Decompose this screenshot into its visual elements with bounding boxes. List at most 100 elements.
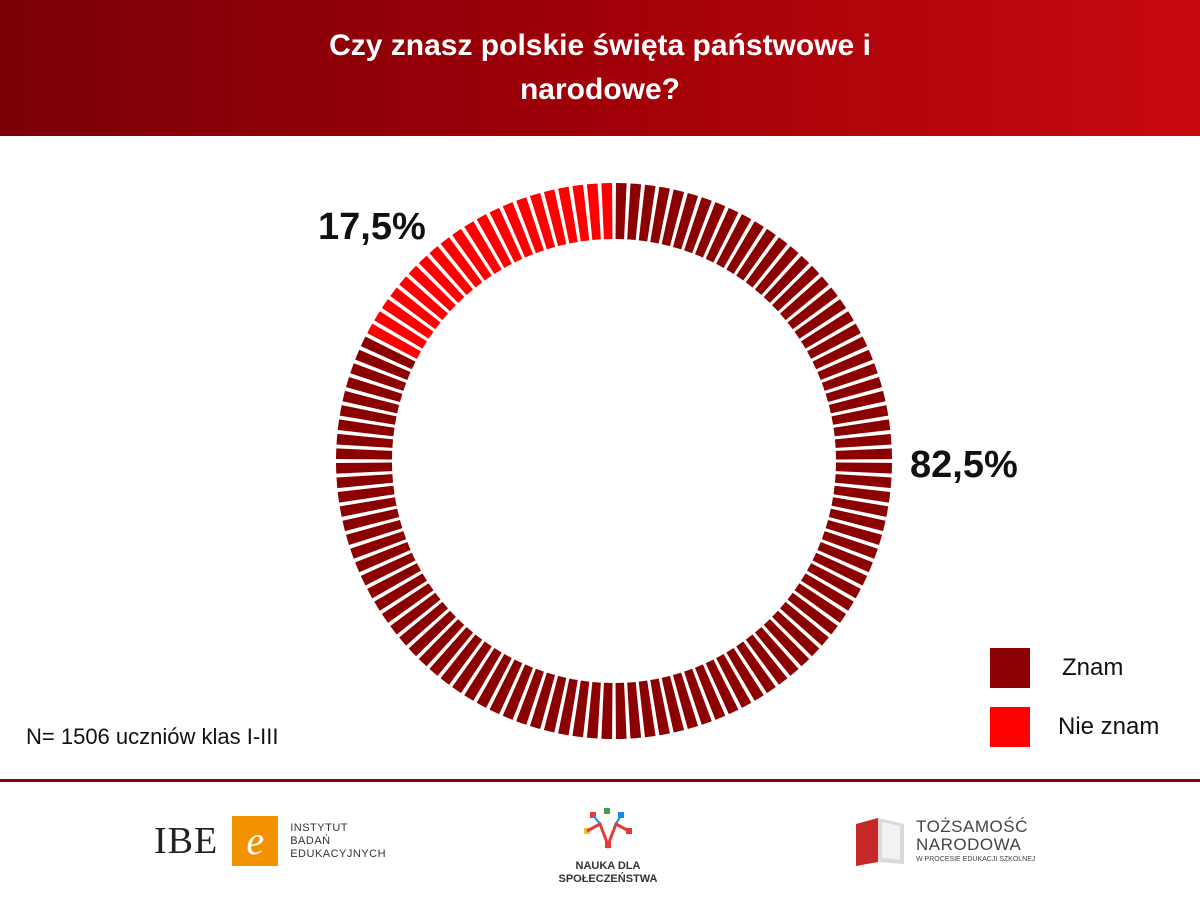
legend-item-nie-znam: Nie znam <box>990 707 1159 747</box>
donut-segment-znam <box>399 601 448 646</box>
donut-segment-znam <box>716 214 752 268</box>
donut-segment-nie-znam <box>374 311 427 349</box>
donut-segment-znam <box>543 675 567 733</box>
donut-segment-znam <box>833 419 891 437</box>
donut-segment-znam <box>464 648 502 701</box>
data-label-znam: 82,5% <box>910 444 1018 486</box>
donut-segment-znam <box>831 497 889 517</box>
donut-segment-znam <box>355 542 411 573</box>
donut-segment-znam <box>787 287 838 330</box>
tozsamosc-narodowa-logo: TOŻSAMOŚĆ NARODOWA W PROCESIE EDUKACJI S… <box>852 814 1035 866</box>
donut-segment-nie-znam <box>586 183 601 241</box>
donut-segment-nie-znam <box>418 255 465 303</box>
donut-segment-znam <box>825 376 883 403</box>
donut-segment-znam <box>489 659 523 715</box>
donut-segment-znam <box>745 237 788 288</box>
donut-segment-nie-znam <box>601 183 613 240</box>
donut-segment-znam <box>661 189 685 247</box>
legend-swatch-znam <box>990 648 1030 688</box>
donut-segment-znam <box>772 265 820 312</box>
donut-segment-znam <box>339 497 397 517</box>
donut-segment-znam <box>440 634 483 685</box>
donut-segment-znam <box>627 183 642 241</box>
tozsamosc-logo-text: TOŻSAMOŚĆ NARODOWA W PROCESIE EDUKACJI S… <box>916 816 1036 863</box>
donut-segment-znam <box>390 592 441 635</box>
donut-segment-znam <box>661 675 685 733</box>
donut-chart <box>336 183 892 739</box>
donut-segment-znam <box>780 601 829 646</box>
donut-segment-znam <box>754 627 799 676</box>
donut-segment-znam <box>834 433 892 448</box>
donut-segment-znam <box>572 680 590 738</box>
donut-segment-znam <box>825 519 883 546</box>
donut-segment-znam <box>345 519 403 546</box>
nauka-dla-spoleczenstwa-logo: NAUKA DLA SPOŁECZEŃSTWA <box>548 806 668 886</box>
header-banner: Czy znasz polskie święta państwowe i nar… <box>0 0 1200 136</box>
donut-segment-znam <box>695 202 726 258</box>
donut-segment-znam <box>754 246 799 295</box>
donut-segment-nie-znam <box>558 186 578 244</box>
donut-segment-nie-znam <box>399 276 448 321</box>
donut-segment-nie-znam <box>543 189 567 247</box>
ibe-logo-text: IBE <box>154 820 219 862</box>
data-label-nie-znam: 17,5% <box>318 206 426 248</box>
donut-segment-znam <box>367 563 421 599</box>
donut-segment-nie-znam <box>452 228 492 281</box>
donut-segment-znam <box>601 682 613 739</box>
donut-segment-znam <box>807 563 861 599</box>
book-icon <box>856 818 904 866</box>
donut-segment-nie-znam <box>390 287 441 330</box>
donut-segment-znam <box>807 323 861 359</box>
ibe-logo-mark: e <box>232 816 279 866</box>
donut-segment-znam <box>780 276 829 321</box>
legend-label-znam: Znam <box>1062 654 1124 681</box>
donut-segment-znam <box>452 641 492 694</box>
donut-segment-znam <box>817 349 873 380</box>
donut-segment-nie-znam <box>440 237 483 288</box>
donut-segment-znam <box>821 531 878 559</box>
donut-segment-znam <box>336 448 393 460</box>
donut-segment-znam <box>763 619 810 667</box>
donut-segment-znam <box>355 349 411 380</box>
donut-segment-nie-znam <box>502 202 533 258</box>
donut-segment-nie-znam <box>516 197 544 254</box>
donut-segment-znam <box>736 641 776 694</box>
donut-segment-znam <box>336 474 394 489</box>
donut-segment-znam <box>342 508 400 532</box>
donut-segment-znam <box>638 680 656 738</box>
donut-segment-znam <box>726 221 764 274</box>
donut-segment-znam <box>833 485 891 503</box>
donut-segment-znam <box>716 654 752 708</box>
donut-segment-znam <box>336 462 393 474</box>
donut-segment-znam <box>627 681 642 739</box>
donut-segment-znam <box>772 610 820 657</box>
donut-segment-znam <box>418 619 465 667</box>
donut-segment-znam <box>684 668 712 725</box>
donut-segment-znam <box>337 419 395 437</box>
donut-segment-znam <box>360 336 416 370</box>
sample-size-note: N= 1506 uczniów klas I-III <box>26 724 279 749</box>
donut-segment-znam <box>705 207 739 263</box>
donut-segment-znam <box>650 678 670 736</box>
donut-segment-znam <box>529 672 556 730</box>
donut-segment-znam <box>638 184 656 242</box>
nauka-logo-text: NAUKA DLA SPOŁECZEŃSTWA <box>558 860 658 885</box>
chart-title: Czy znasz polskie święta państwowe i nar… <box>329 29 871 106</box>
donut-segment-znam <box>695 664 726 720</box>
footer-divider <box>0 779 1200 782</box>
donut-segment-nie-znam <box>572 184 590 242</box>
donut-segment-znam <box>794 299 847 339</box>
legend-swatch-nie-znam <box>990 707 1030 747</box>
donut-segment-nie-znam <box>476 214 512 268</box>
donut-segment-znam <box>726 648 764 701</box>
donut-segment-znam <box>835 462 892 474</box>
donut-segment-znam <box>684 197 712 254</box>
donut-segment-znam <box>828 390 886 414</box>
donut-segment-znam <box>374 573 427 611</box>
donut-segment-znam <box>408 610 456 657</box>
donut-segment-znam <box>745 634 788 685</box>
ibe-logo-name: INSTYTUT BADAŃ EDUKACYJNYCH <box>290 821 387 860</box>
donut-segment-nie-znam <box>464 221 502 274</box>
donut-segment-znam <box>342 390 400 414</box>
ibe-logo: IBE e INSTYTUT BADAŃ EDUKACYJNYCH <box>154 816 386 866</box>
